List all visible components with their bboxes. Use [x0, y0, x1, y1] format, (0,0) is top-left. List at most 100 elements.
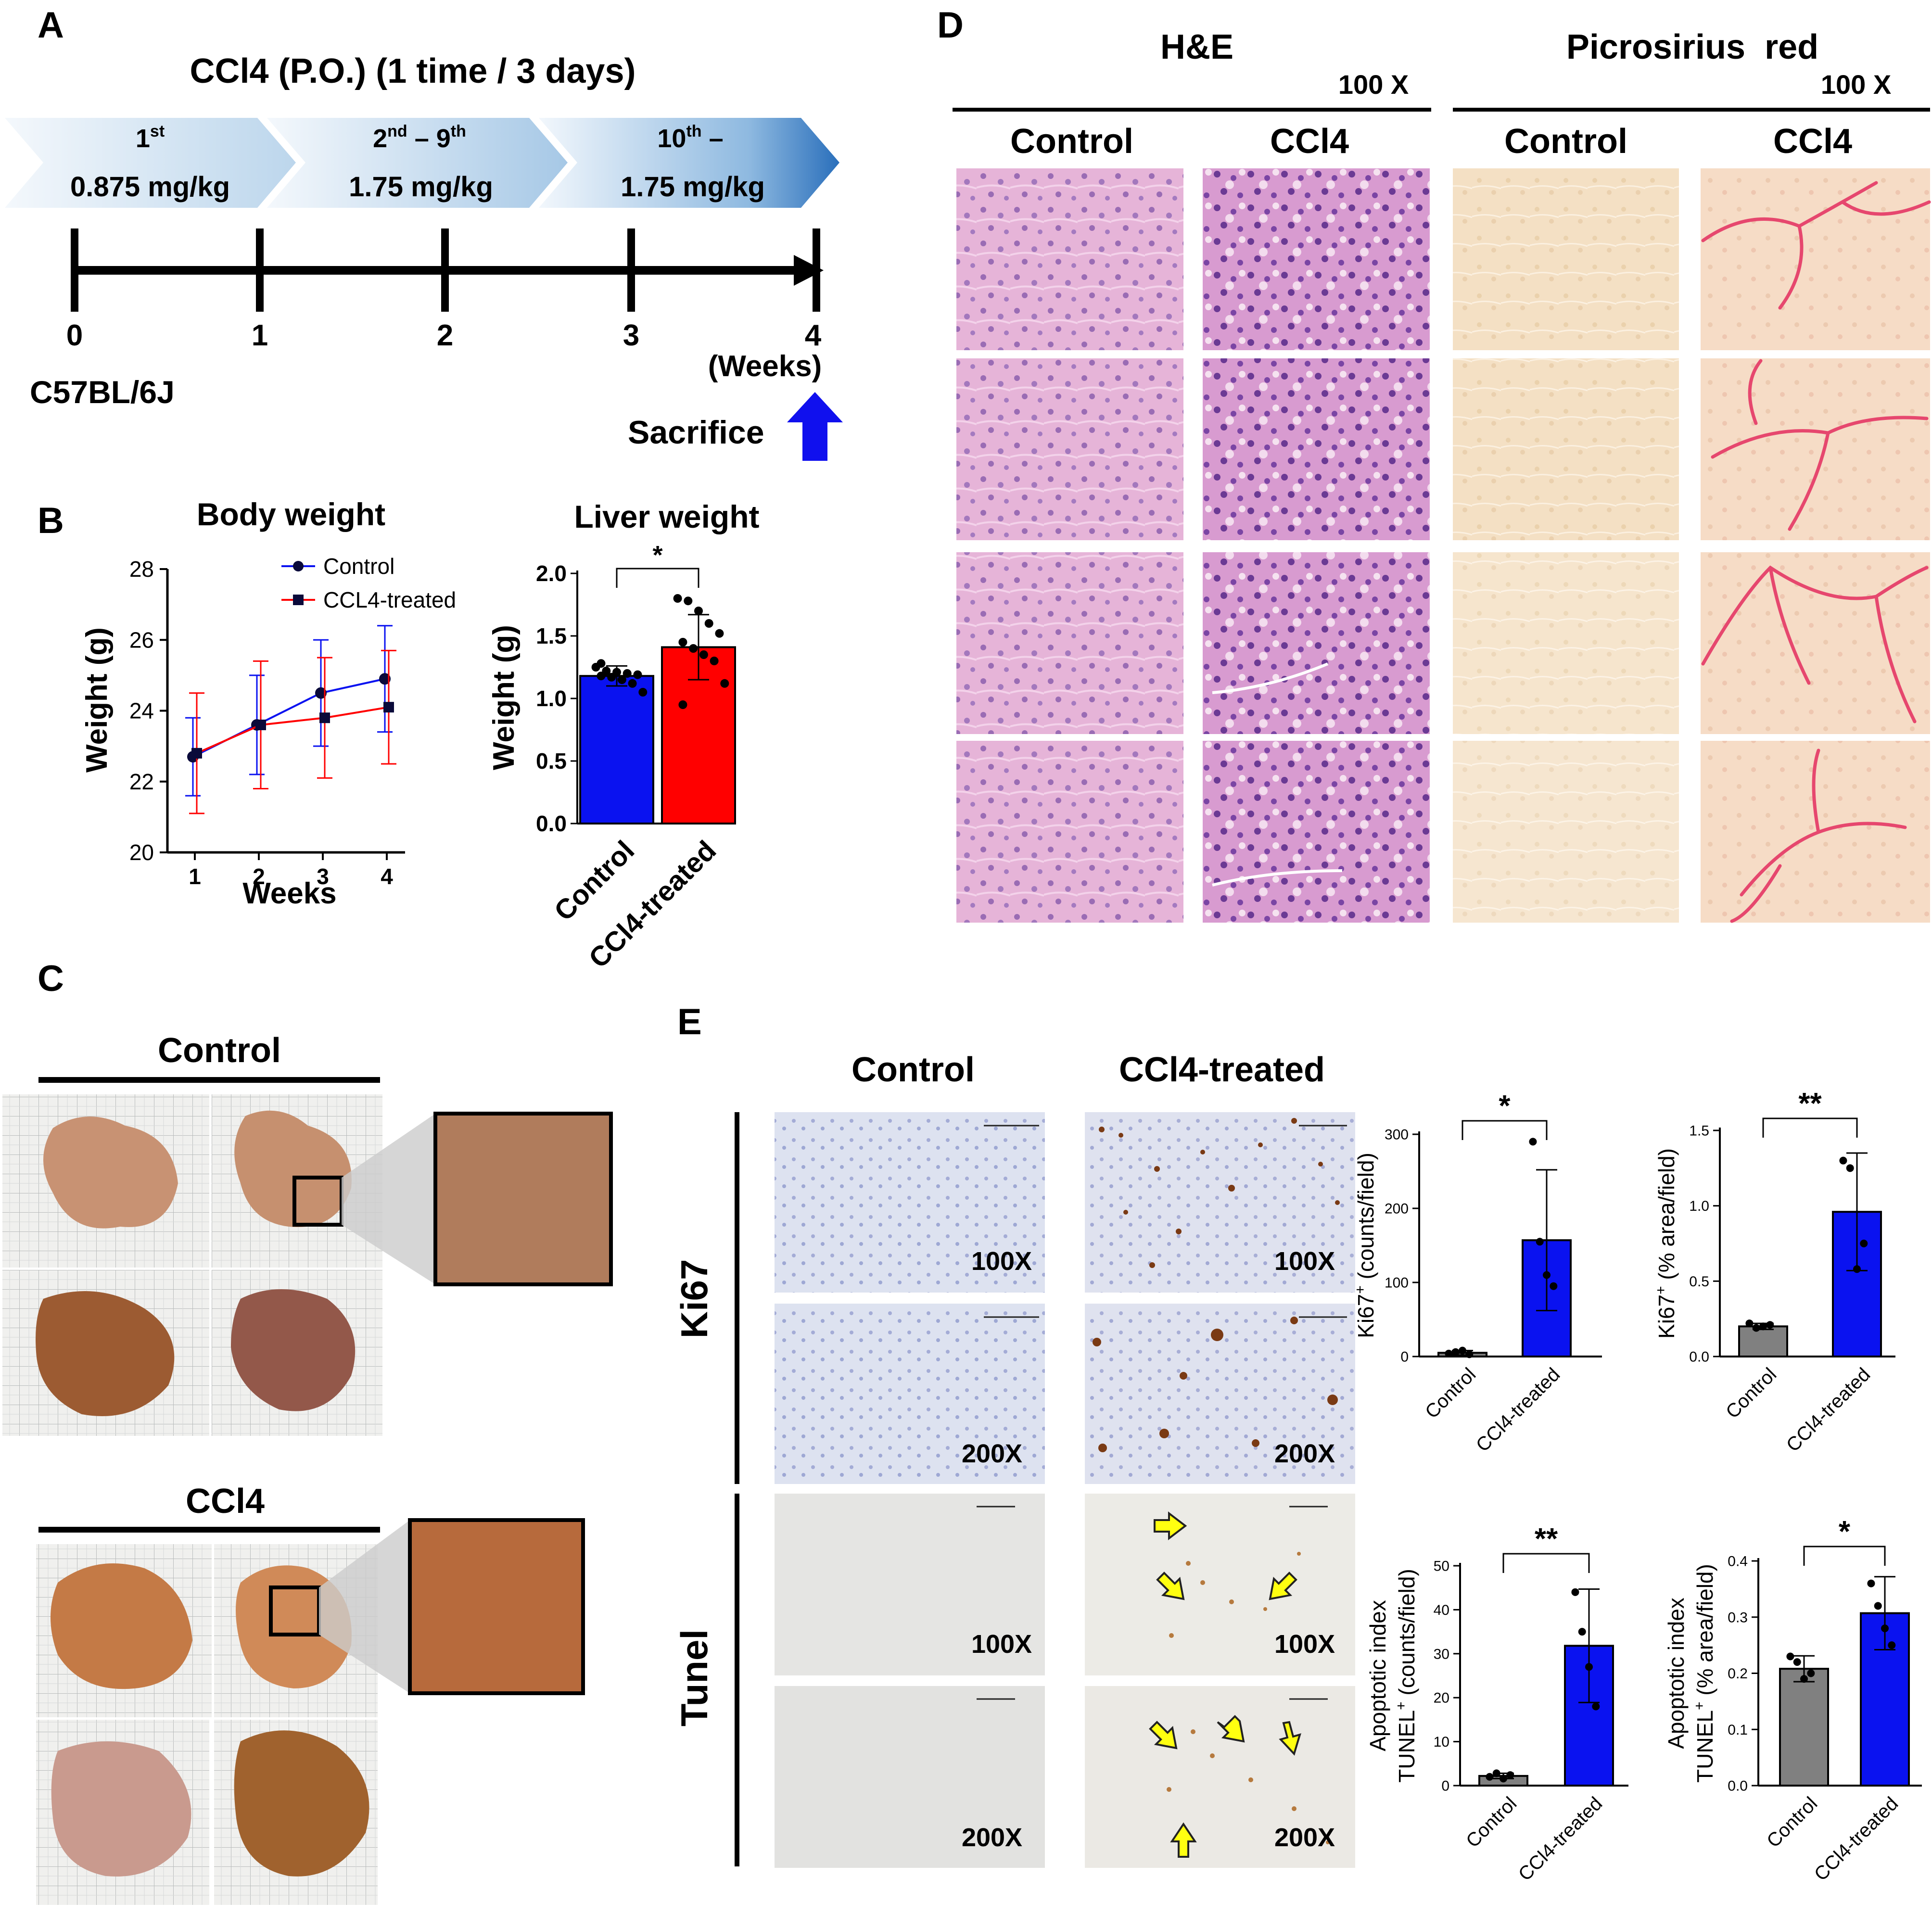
bar-significance-label: *: [1499, 1090, 1511, 1123]
bw-point-ccl4: [255, 719, 266, 730]
bar-data-point: [1853, 1265, 1861, 1273]
panel-letter-e: E: [677, 1002, 702, 1042]
timeline-arrowhead: [794, 255, 824, 286]
svg-text:1st: 1st: [136, 122, 165, 153]
dose-1-ordinal: 1: [136, 124, 150, 153]
bar-data-point: [597, 672, 606, 681]
dose-3-amount: 1.75 mg/kg: [621, 171, 765, 203]
legend-ccl4-marker: [293, 595, 304, 605]
dose-chevron-2: 2nd – 9th 1.75 mg/kg: [267, 118, 568, 208]
bar-data-point: [1585, 1663, 1593, 1671]
bw-x-tick-label: 4: [381, 864, 393, 889]
body-weight-title: Body weight: [197, 496, 385, 532]
e-row-tunel: Tunel: [673, 1629, 715, 1726]
svg-text:10th –: 10th –: [657, 122, 723, 153]
bar-data-point: [699, 650, 708, 659]
bar-y-tick-label: 10: [1434, 1734, 1449, 1750]
panelC-ccl4-label: CCl4: [186, 1482, 265, 1521]
panelA-title: CCl4 (P.O.) (1 time / 3 days): [190, 52, 636, 90]
bar-category-label: CCl4-treated: [1472, 1364, 1564, 1456]
dose-3-ordinal-sup: th: [686, 122, 701, 140]
bar-y-label: Ki67+ (% area/field): [1653, 1148, 1679, 1339]
ps-ccl4-image-1: [1701, 168, 1930, 350]
bar-y-label-main: Ki67: [1353, 1294, 1378, 1338]
yellow-arrow-icon-3: [1269, 1572, 1297, 1600]
bar-data-point: [1874, 1602, 1882, 1610]
ihc-images: [775, 1112, 1355, 1868]
bar-data-point: [638, 688, 648, 697]
liver-weight-chart: Liver weight Weight (g) 0.00.51.01.52.0C…: [487, 499, 760, 974]
bar-data-point: [673, 594, 682, 603]
bw-point-control: [379, 673, 391, 685]
body-weight-chart: Body weight Weight (g) Weeks 20222426281…: [80, 496, 456, 910]
yellow-arrow-icon-6: [1279, 1721, 1301, 1756]
scale-bars: [977, 1125, 1347, 1700]
bar-y-tick-label: 30: [1434, 1646, 1449, 1662]
he-magnification: 100 X: [1338, 69, 1409, 100]
bw-x-tick-label: 3: [317, 864, 329, 889]
timeline-tick-1: 1: [252, 319, 268, 352]
bar-y-label-tail: (counts/field): [1394, 1569, 1419, 1701]
bar-data-point: [597, 659, 606, 668]
bar-y-tick-label: 40: [1434, 1602, 1449, 1618]
bar-data-point: [1543, 1271, 1551, 1279]
bar-y-tick-label: 100: [1385, 1275, 1409, 1291]
timeline-tick-2: 2: [437, 319, 453, 352]
dose-1-amount: 0.875 mg/kg: [70, 171, 230, 203]
bar-data-point: [628, 679, 637, 688]
bar-data-point: [1592, 1702, 1600, 1711]
histology-grid: [956, 168, 1931, 923]
he-ccl4-image-4: [1203, 741, 1430, 923]
bar-significance-label: **: [1798, 1087, 1822, 1120]
tunel-positive-nuclei: [1167, 1552, 1330, 1844]
dose-2-ordinal-sup: nd: [387, 122, 407, 140]
bar-data-point: [1745, 1319, 1754, 1328]
bar-significance-bracket: [1502, 1553, 1590, 1573]
yellow-arrow-icon-2: [1156, 1572, 1185, 1600]
e-row-ki67: Ki67: [673, 1259, 715, 1339]
he-control-image-2: [956, 358, 1183, 540]
bar-data-point: [678, 638, 687, 647]
he-ccl4-image-2: [1203, 358, 1430, 540]
dose-chevron-1: 1st 0.875 mg/kg: [5, 118, 296, 208]
bw-x-tick-label: 2: [253, 864, 265, 889]
dose-3-ordinal-tail: –: [702, 124, 724, 153]
bar-y-label-main: TUNEL: [1394, 1710, 1419, 1783]
bar-data-point: [715, 629, 724, 638]
dose-2-ordinal-tail: – 9: [407, 124, 451, 153]
he-control-image-3: [956, 552, 1183, 734]
ps-control-image-4: [1453, 741, 1679, 923]
bar-data-point: [1506, 1771, 1514, 1779]
bar-data-point: [1445, 1349, 1453, 1357]
bar-y-tick-label: 0.0: [1689, 1349, 1709, 1365]
bar-data-point: [1578, 1628, 1586, 1636]
bw-y-tick-label: 20: [129, 840, 154, 865]
bar-y-tick-label: 1.5: [1689, 1123, 1709, 1139]
dose-2-ordinal-tail-sup: th: [451, 122, 466, 140]
bar-data-point: [623, 669, 632, 678]
dose-2-ordinal: 2: [373, 124, 387, 153]
tunel-control-200x: [775, 1686, 1045, 1868]
mag-tunel-ccl4-100x: 100X: [1274, 1630, 1335, 1659]
dose-chevron-3: 10th – 1.75 mg/kg: [539, 118, 839, 208]
bw-series-line-ccl4: [196, 706, 389, 754]
bar-data-point: [1839, 1156, 1847, 1165]
bar-y-tick-label: 1.0: [536, 686, 567, 711]
d-col-ccl4-ps: CCl4: [1773, 122, 1852, 161]
bar-y-label-top: Apoptotic index: [1365, 1600, 1390, 1751]
he-ccl4-image-1: [1203, 168, 1430, 350]
ps-ccl4-image-3: [1701, 552, 1930, 734]
bar-category-label: CCl4-treated: [1514, 1793, 1606, 1885]
ccl4-liver-photos: [36, 1518, 585, 1905]
bar-y-label-main: TUNEL: [1692, 1710, 1717, 1783]
bar-data-point: [1536, 1238, 1544, 1246]
bar-data-point: [1465, 1350, 1474, 1358]
bar-y-label-sup: +: [1691, 1702, 1707, 1711]
bar-y-label-main: Ki67: [1654, 1294, 1679, 1339]
ki67-control-100x: [775, 1112, 1045, 1293]
he-control-image-1: [956, 168, 1183, 350]
bar-data-point: [1759, 1322, 1767, 1331]
